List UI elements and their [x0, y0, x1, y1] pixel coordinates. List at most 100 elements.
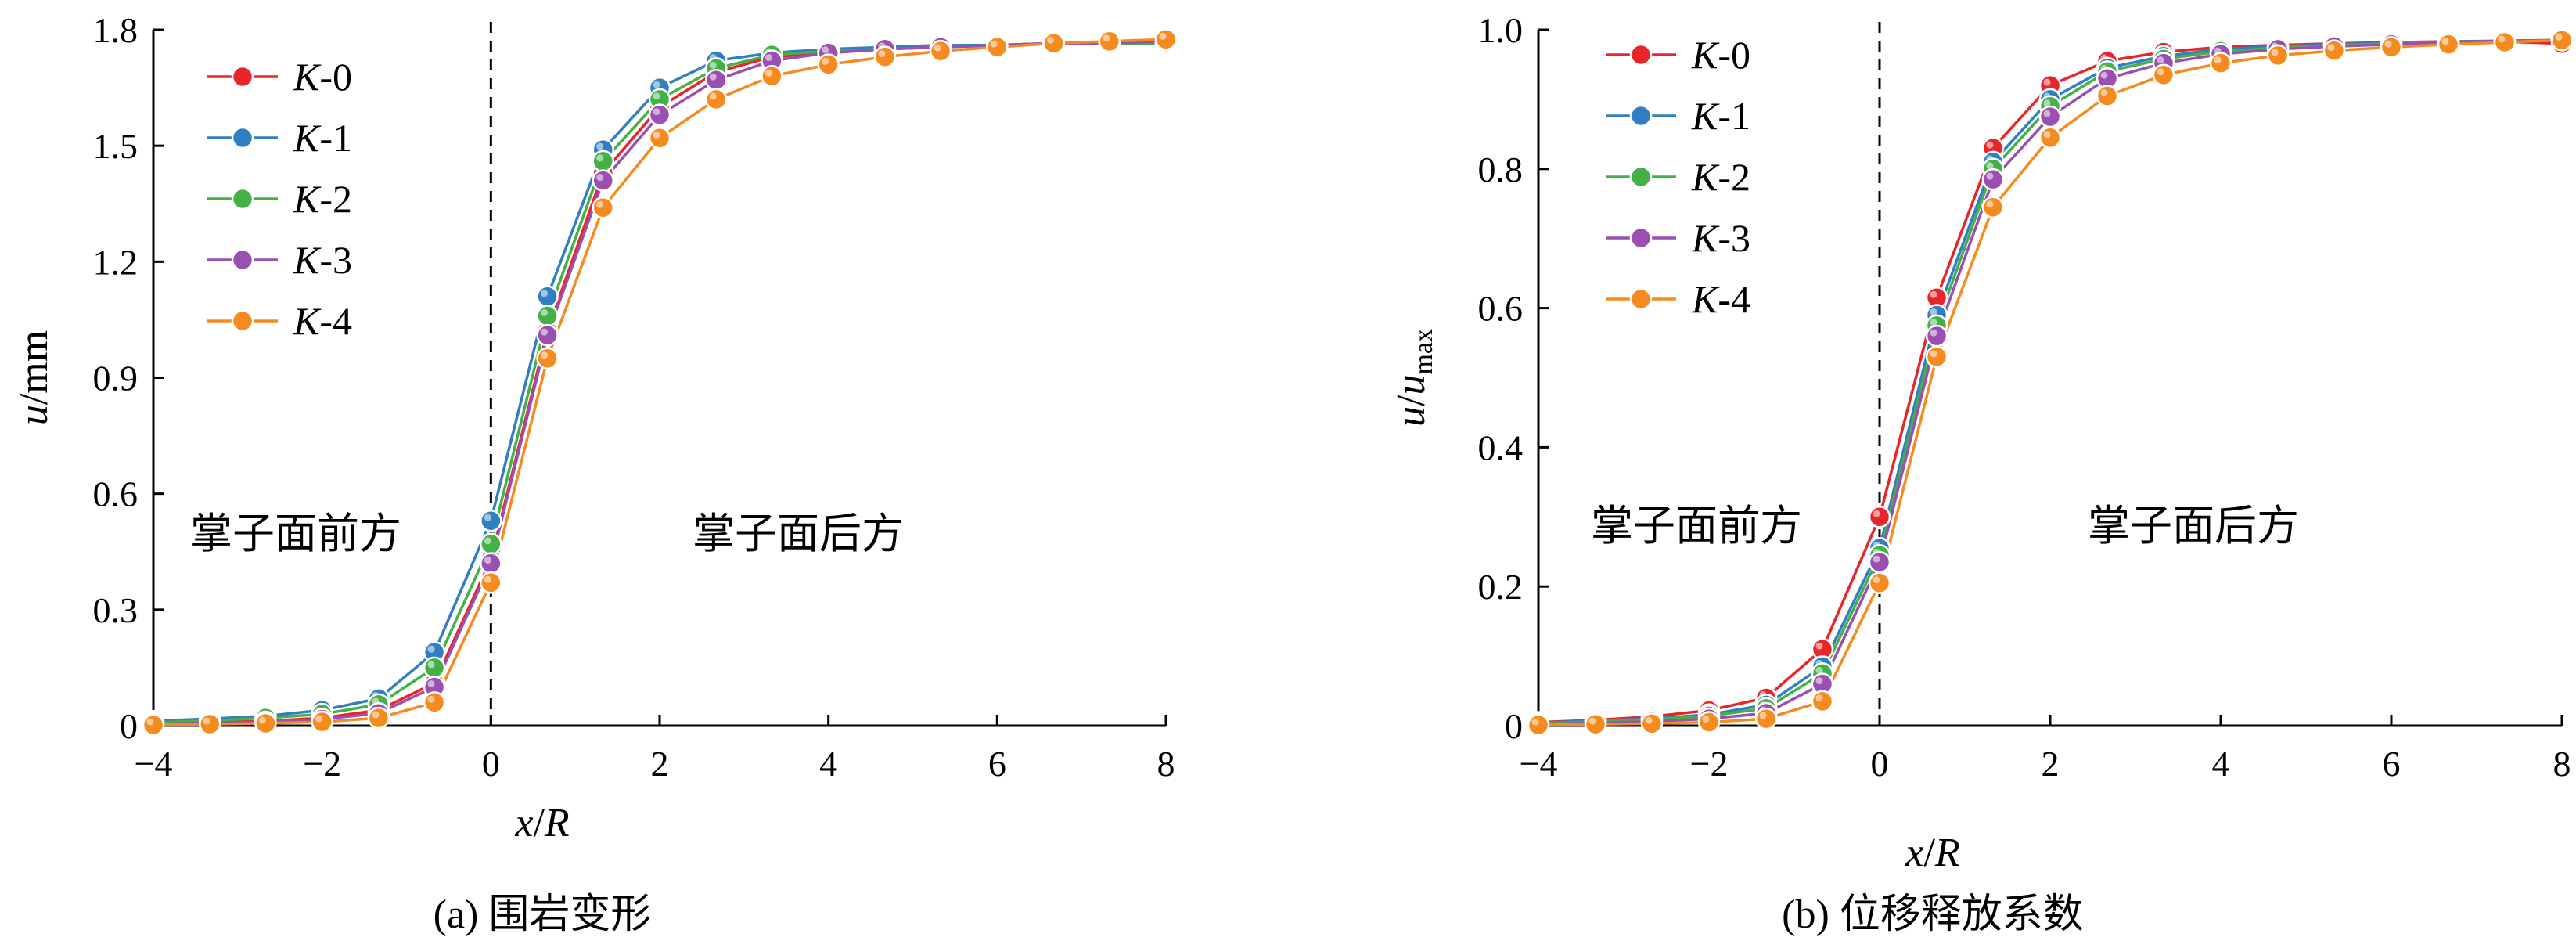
data-point-highlight — [146, 718, 154, 726]
legend-label-var: K — [293, 116, 322, 160]
legend-item: K-0 — [1606, 33, 1750, 77]
legend-label-index: -1 — [319, 116, 352, 160]
legend-swatch-marker — [1629, 287, 1653, 311]
axes: −4 −2 0 2 4 6 8 0 0.2 0.4 0.6 0.8 1.0 — [1478, 10, 2571, 784]
data-point-highlight — [427, 680, 435, 688]
data-point-highlight — [203, 717, 210, 725]
data-point-highlight — [541, 308, 549, 316]
panel-caption: (b) 位移释放系数 — [1782, 892, 2084, 937]
legend-item: K-2 — [207, 177, 352, 221]
data-point-highlight — [1103, 34, 1110, 42]
x-axis-title: x/R — [1905, 831, 1959, 875]
data-point — [480, 552, 502, 575]
data-point — [1868, 550, 1891, 574]
data-point-highlight — [2441, 38, 2449, 45]
x-tick-label: −4 — [135, 744, 173, 784]
data-point-highlight — [2043, 99, 2051, 107]
data-point-highlight — [709, 61, 717, 69]
data-point-highlight — [1815, 677, 1823, 685]
data-point — [704, 68, 728, 92]
x-tick-label: −2 — [303, 744, 341, 784]
y-axis-title-var: u — [12, 405, 56, 425]
x-axis-title-var: x — [1905, 831, 1923, 875]
legend-item: K-3 — [1606, 216, 1750, 260]
legend-swatch-marker — [1629, 165, 1653, 189]
data-point-highlight — [2100, 88, 2108, 96]
data-point — [423, 656, 446, 679]
markers-k-4 — [142, 28, 1178, 737]
legend-label: K-4 — [293, 299, 352, 343]
x-axis-title-var: R — [1934, 831, 1960, 875]
data-point — [536, 305, 559, 327]
data-point — [986, 35, 1009, 59]
annotation-left: 掌子面前方 — [1591, 501, 1802, 550]
data-point — [1981, 168, 2005, 191]
data-point-highlight — [2555, 33, 2563, 41]
data-point-highlight — [1702, 716, 1710, 723]
data-point-highlight — [427, 645, 435, 653]
data-point — [1981, 196, 2005, 218]
data-point-highlight — [1645, 716, 1653, 724]
legend-item: K-4 — [1606, 277, 1750, 321]
panel-a: −4 −2 0 2 4 6 800.30.60.91.21.51.8x/Ru/mmK-0K-… — [12, 10, 1178, 937]
legend-label: K-3 — [1691, 216, 1750, 260]
data-point — [1042, 32, 1065, 55]
data-point — [2038, 126, 2062, 150]
data-point-highlight — [541, 290, 549, 297]
legend-label-index: -0 — [319, 55, 352, 99]
legend-label-var: K — [1691, 155, 1720, 199]
data-point-highlight — [1159, 32, 1167, 40]
data-point-highlight — [1930, 329, 1937, 337]
legend-swatch-marker — [231, 248, 254, 272]
data-point — [592, 169, 615, 192]
legend-swatch-marker — [231, 187, 254, 211]
data-point — [2380, 35, 2403, 59]
panel-b: −4 −2 0 2 4 6 800.20.40.60.81.0x/Ru/umaxK-0K-1… — [1389, 10, 2574, 937]
data-point-highlight — [427, 695, 435, 703]
y-tick-label: 0 — [1505, 706, 1523, 746]
y-tick-label: 0.2 — [1478, 567, 1524, 607]
data-point-highlight — [653, 81, 660, 88]
series-group — [142, 28, 1178, 737]
data-point-highlight — [1815, 694, 1823, 702]
data-point-highlight — [484, 575, 491, 583]
data-point-highlight — [709, 73, 717, 81]
x-axis-title-var: x — [514, 801, 533, 845]
x-axis-title-slash: / — [1923, 831, 1935, 875]
legend-label-var: K — [1691, 216, 1720, 260]
legend-label-index: -4 — [319, 299, 352, 343]
data-point — [648, 127, 671, 150]
legend-item: K-0 — [207, 55, 352, 99]
data-point-highlight — [2043, 131, 2051, 139]
data-point — [1154, 28, 1178, 51]
y-tick-label: 1.5 — [93, 126, 139, 166]
data-point — [2266, 44, 2290, 67]
data-point-highlight — [2214, 56, 2222, 64]
data-point — [648, 103, 671, 126]
data-point — [1925, 345, 1948, 369]
legend-label-var: K — [293, 55, 322, 99]
data-point — [423, 691, 446, 714]
y-tick-label: 1.8 — [93, 10, 139, 50]
x-tick-label: 8 — [2553, 744, 2571, 784]
data-point — [536, 285, 559, 308]
y-tick-label: 0.6 — [93, 474, 139, 514]
data-point — [1098, 30, 1121, 53]
legend-swatch-marker — [1629, 104, 1653, 128]
legend-item: K-3 — [207, 238, 352, 282]
legend-label: K-1 — [293, 116, 352, 160]
data-point-highlight — [1986, 141, 1994, 149]
data-point-highlight — [1759, 712, 1767, 719]
data-point — [480, 571, 502, 594]
data-point-highlight — [653, 108, 660, 116]
legend-label-index: -2 — [1718, 155, 1750, 199]
data-point — [480, 532, 502, 556]
x-tick-label: 2 — [2042, 744, 2060, 784]
legend-label: K-4 — [1691, 277, 1750, 321]
data-point-highlight — [2327, 44, 2335, 52]
legend-swatch-marker — [231, 309, 254, 333]
y-tick-label: 0.4 — [1478, 427, 1524, 467]
data-point-highlight — [596, 174, 604, 182]
x-tick-label: 6 — [2383, 744, 2401, 784]
data-point-highlight — [541, 351, 549, 359]
